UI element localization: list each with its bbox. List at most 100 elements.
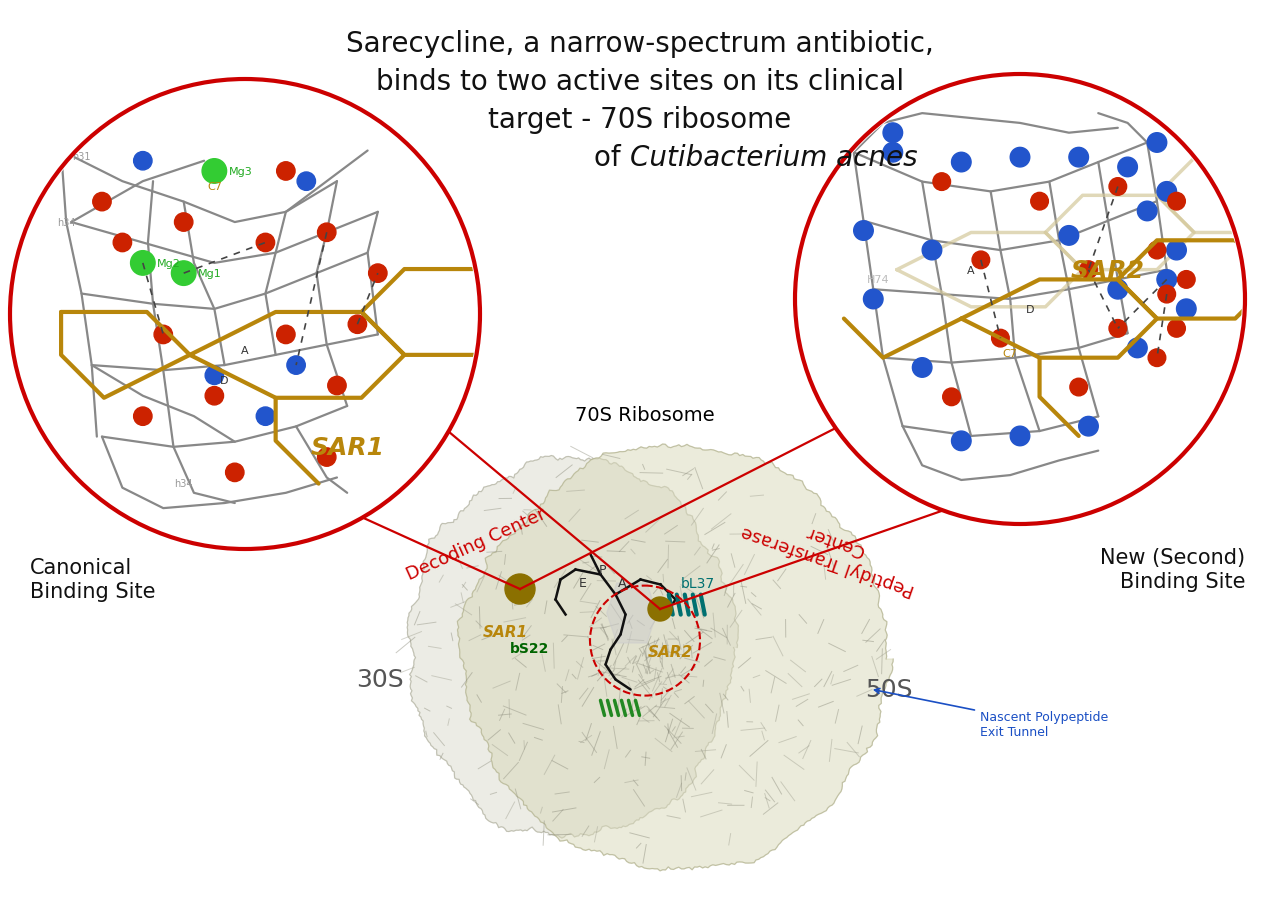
Circle shape (854, 221, 873, 241)
Circle shape (328, 377, 346, 395)
Text: D: D (220, 376, 229, 386)
Circle shape (205, 367, 224, 385)
Circle shape (154, 326, 173, 345)
Circle shape (1158, 286, 1175, 303)
Text: Canonical
Binding Site: Canonical Binding Site (29, 558, 155, 601)
Text: Peptidyl Transferase
Center: Peptidyl Transferase Center (739, 502, 924, 598)
Circle shape (1176, 300, 1196, 319)
Text: of: of (594, 144, 630, 172)
Text: h31: h31 (72, 152, 91, 162)
Circle shape (174, 213, 193, 232)
Circle shape (1108, 178, 1126, 196)
Circle shape (348, 316, 366, 334)
Text: A: A (241, 346, 248, 356)
Circle shape (992, 330, 1009, 347)
Circle shape (133, 407, 152, 425)
Polygon shape (457, 445, 893, 871)
Circle shape (1148, 242, 1166, 259)
Circle shape (951, 153, 972, 173)
Circle shape (276, 326, 296, 345)
Circle shape (113, 234, 132, 253)
Circle shape (92, 193, 111, 211)
Text: SAR2: SAR2 (648, 644, 692, 659)
Text: P: P (599, 563, 607, 576)
Polygon shape (407, 456, 739, 838)
Text: Mg1: Mg1 (198, 269, 221, 278)
Text: Mg2: Mg2 (157, 258, 180, 268)
Circle shape (1070, 379, 1088, 396)
Circle shape (648, 597, 672, 621)
Circle shape (1178, 271, 1196, 289)
Circle shape (883, 143, 902, 163)
Circle shape (1010, 148, 1030, 168)
Circle shape (1108, 280, 1128, 300)
Text: Decoding Center: Decoding Center (403, 505, 549, 584)
Circle shape (1117, 158, 1138, 177)
Circle shape (1157, 182, 1176, 202)
Circle shape (1069, 148, 1088, 168)
Circle shape (797, 77, 1243, 522)
Text: New (Second)
Binding Site: New (Second) Binding Site (1100, 548, 1245, 591)
Circle shape (1147, 133, 1167, 153)
Text: Cutibacterium acnes: Cutibacterium acnes (630, 144, 918, 172)
Circle shape (922, 241, 942, 261)
Circle shape (287, 357, 306, 375)
Text: bS22: bS22 (511, 641, 549, 655)
Text: A: A (968, 266, 975, 276)
Text: Nascent Polypeptide
Exit Tunnel: Nascent Polypeptide Exit Tunnel (874, 688, 1108, 738)
Circle shape (256, 407, 275, 425)
Circle shape (883, 124, 902, 143)
Text: Sarecycline, a narrow-spectrum antibiotic,: Sarecycline, a narrow-spectrum antibioti… (346, 30, 934, 58)
Circle shape (297, 173, 315, 191)
Circle shape (1059, 226, 1079, 246)
Text: SAR1: SAR1 (310, 436, 384, 460)
Circle shape (951, 432, 972, 451)
Circle shape (1167, 193, 1185, 210)
Circle shape (1079, 417, 1098, 437)
Text: SAR1: SAR1 (483, 624, 527, 640)
Text: 50S: 50S (865, 677, 913, 701)
Circle shape (864, 289, 883, 310)
Text: binds to two active sites on its clinical: binds to two active sites on its clinica… (376, 68, 904, 96)
Circle shape (1167, 241, 1187, 261)
Circle shape (1138, 202, 1157, 221)
Text: D: D (1025, 304, 1034, 314)
Circle shape (1108, 320, 1126, 338)
Circle shape (506, 574, 535, 605)
Circle shape (1079, 262, 1097, 279)
Circle shape (317, 224, 335, 243)
Text: SAR2: SAR2 (1071, 258, 1146, 282)
Circle shape (1030, 193, 1048, 210)
Text: C7: C7 (207, 182, 221, 192)
Circle shape (972, 252, 989, 269)
Text: A: A (618, 576, 627, 589)
Text: h34: h34 (56, 218, 76, 228)
Circle shape (942, 389, 960, 406)
Circle shape (131, 252, 155, 276)
Text: h34: h34 (174, 478, 193, 488)
Circle shape (933, 174, 951, 191)
Text: bL37: bL37 (681, 576, 716, 590)
Text: 30S: 30S (356, 667, 403, 691)
Circle shape (276, 163, 296, 181)
Polygon shape (607, 584, 657, 643)
Circle shape (12, 82, 477, 548)
Circle shape (1167, 320, 1185, 338)
Circle shape (133, 153, 152, 171)
Circle shape (172, 262, 196, 286)
Circle shape (1148, 349, 1166, 367)
Circle shape (225, 464, 244, 482)
Text: C7: C7 (1002, 348, 1018, 358)
Circle shape (205, 387, 224, 405)
Circle shape (202, 160, 227, 184)
Text: Mg3: Mg3 (229, 166, 252, 176)
Text: target - 70S ribosome: target - 70S ribosome (489, 106, 791, 134)
Text: E: E (579, 576, 586, 589)
Circle shape (1010, 426, 1030, 447)
Circle shape (1128, 339, 1147, 358)
Circle shape (317, 448, 335, 467)
Circle shape (913, 358, 932, 378)
Text: 70S Ribosome: 70S Ribosome (575, 406, 714, 425)
Circle shape (256, 234, 275, 253)
Circle shape (369, 265, 387, 283)
